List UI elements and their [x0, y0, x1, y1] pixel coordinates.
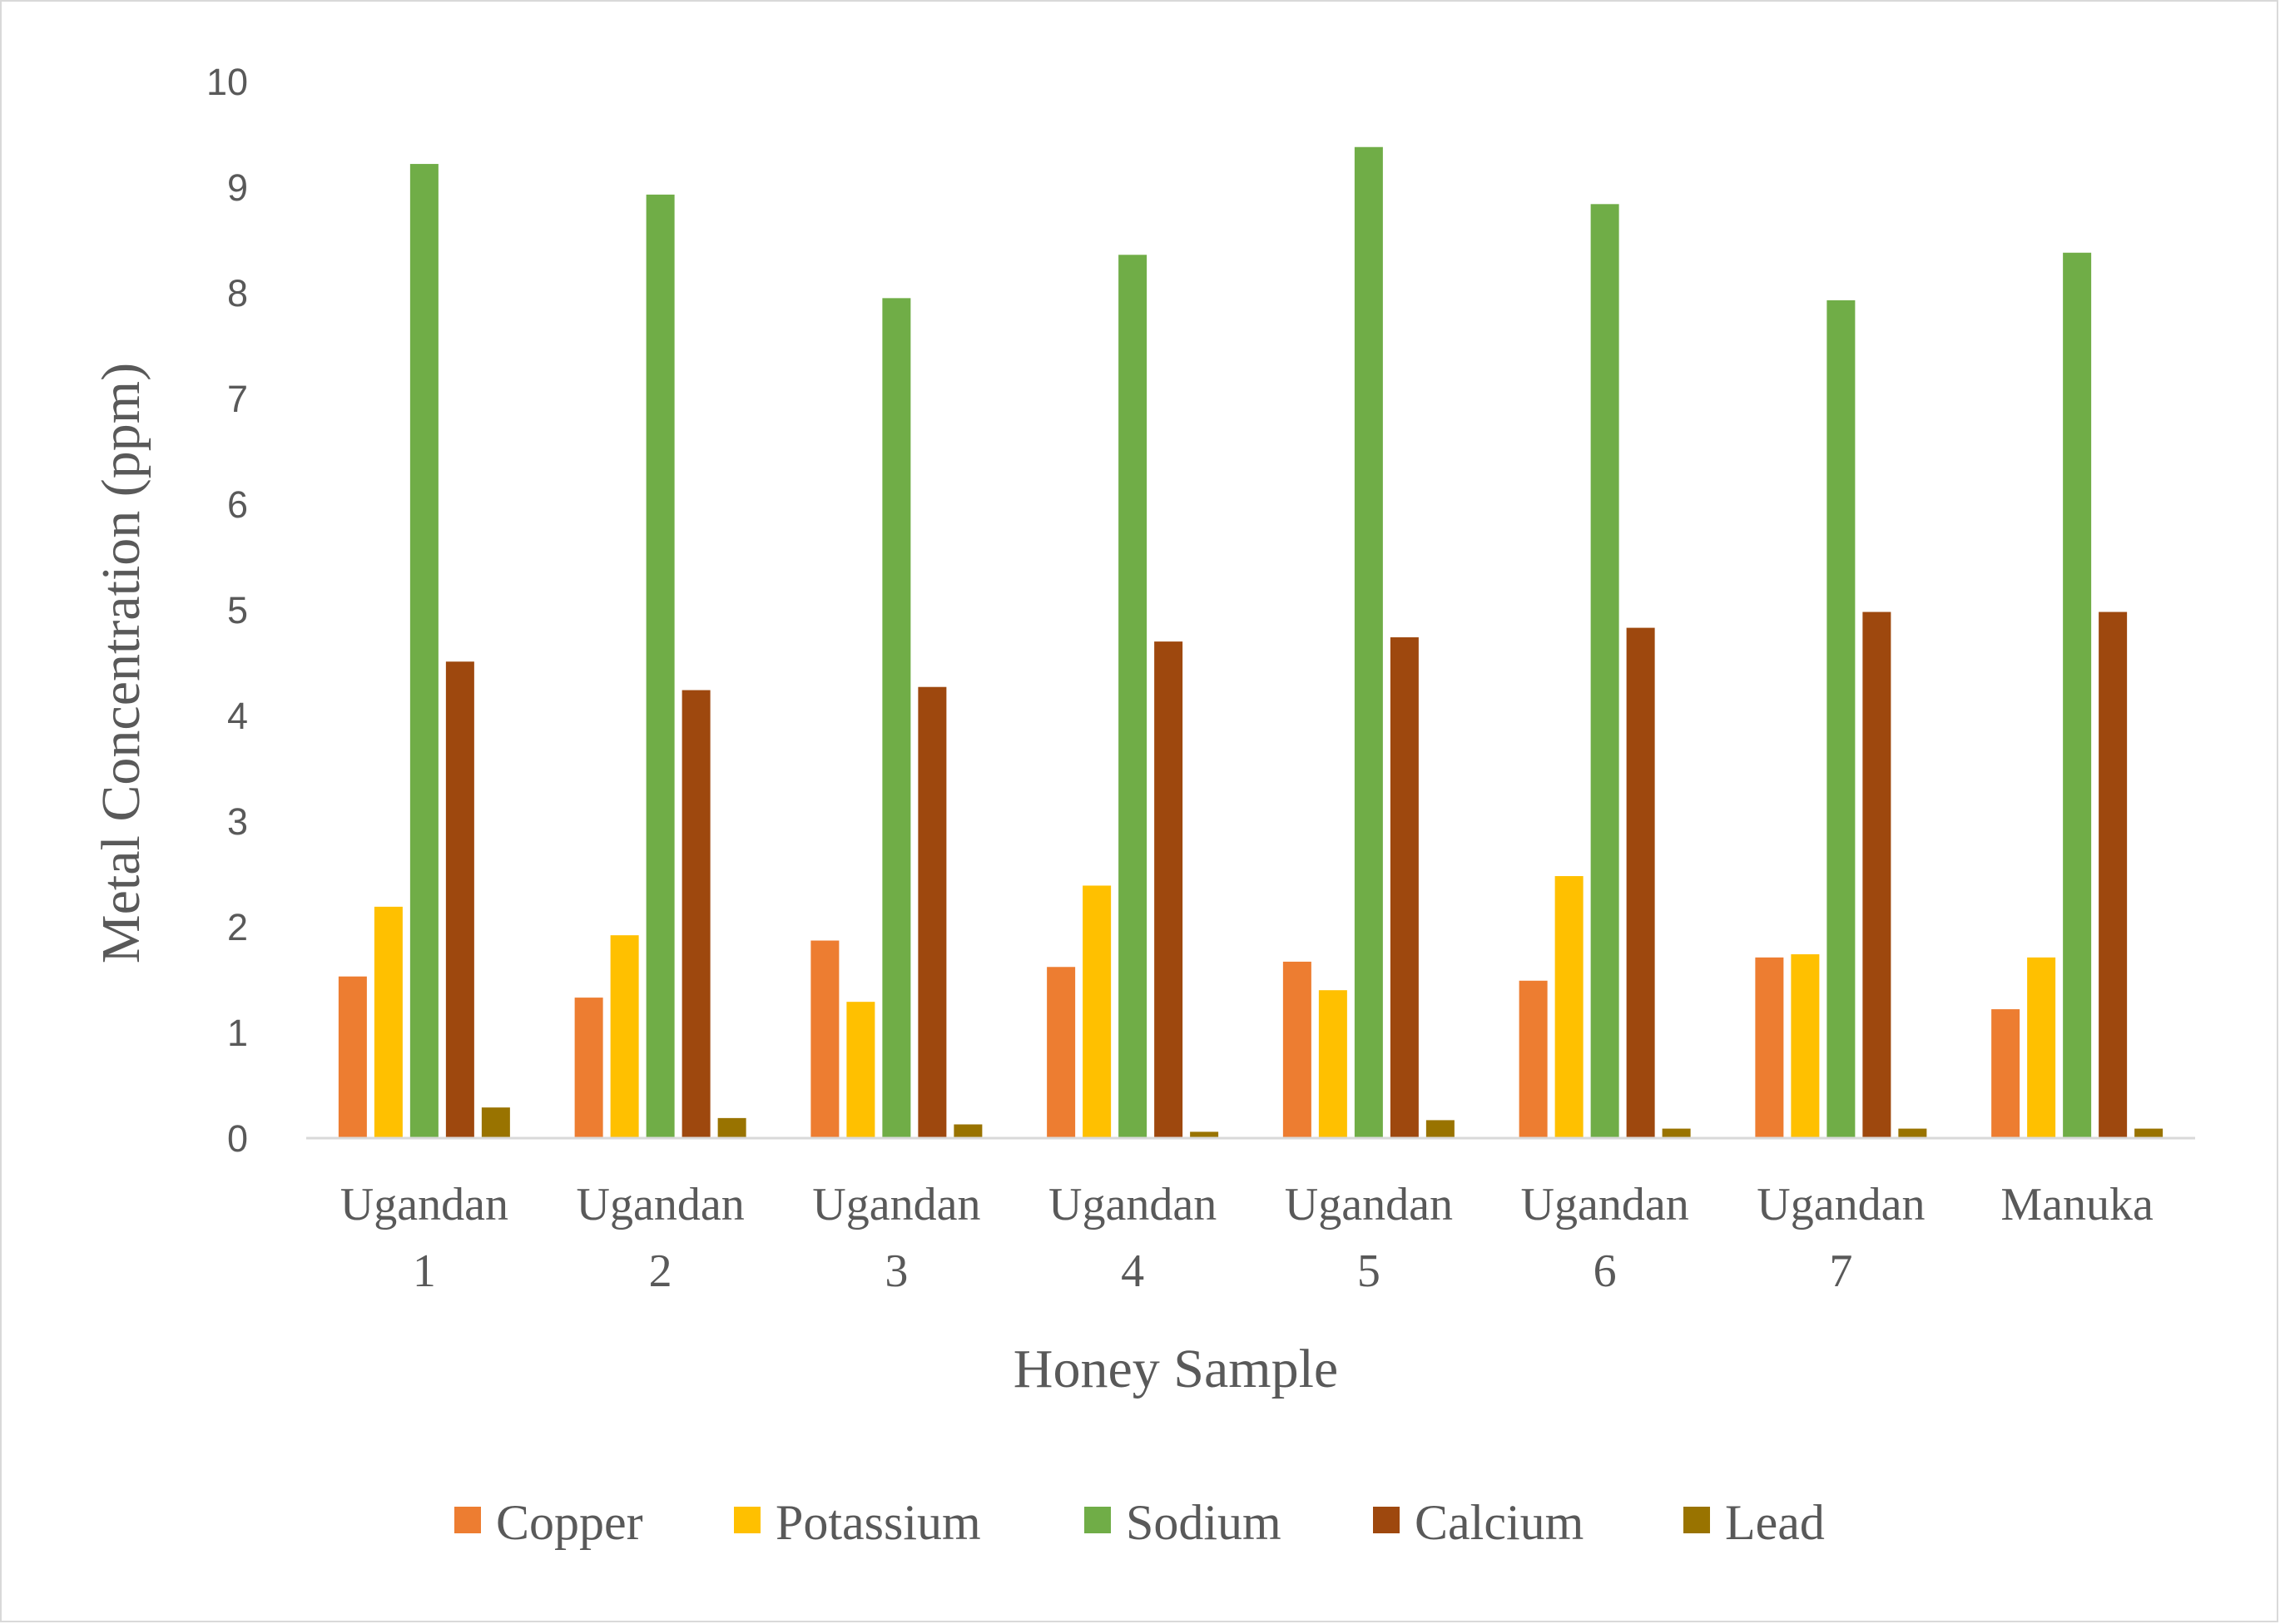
bar-potassium	[1318, 990, 1347, 1138]
bar-calcium	[1390, 637, 1419, 1138]
bar-lead	[1898, 1128, 1927, 1138]
legend-label-lead: Lead	[1725, 1495, 1825, 1550]
bar-sodium	[882, 298, 911, 1139]
legend-label-copper: Copper	[496, 1495, 643, 1550]
bar-potassium	[1083, 885, 1112, 1138]
bar-copper	[1519, 980, 1548, 1138]
y-tick-label: 9	[227, 166, 248, 209]
x-category-label: 4	[1121, 1245, 1144, 1297]
x-category-label: 2	[649, 1245, 672, 1297]
bar-copper	[1282, 961, 1311, 1138]
x-category-label: Ugandan	[1048, 1179, 1217, 1230]
bar-lead	[717, 1117, 746, 1138]
x-category-label: 6	[1594, 1245, 1617, 1297]
y-tick-label: 8	[227, 272, 248, 314]
bar-sodium	[1118, 255, 1147, 1138]
legend-label-calcium: Calcium	[1415, 1495, 1584, 1550]
x-category-label: 5	[1357, 1245, 1380, 1297]
x-category-label: Ugandan	[812, 1179, 980, 1230]
bar-lead	[1190, 1131, 1219, 1138]
y-axis-ticks: 0 1 2 3 4 5 6 7 8 9 10	[206, 61, 248, 1160]
y-tick-label: 10	[206, 61, 248, 103]
bar-calcium	[2099, 611, 2128, 1138]
bar-lead	[481, 1107, 510, 1138]
bar-calcium	[682, 690, 711, 1138]
bar-copper	[810, 940, 840, 1138]
x-category-label: Ugandan	[1757, 1179, 1925, 1230]
x-category-label: Manuka	[2000, 1179, 2154, 1230]
bar-copper	[1755, 957, 1784, 1138]
bar-copper	[338, 976, 367, 1138]
y-tick-label: 3	[227, 800, 248, 843]
x-category-label: Ugandan	[1285, 1179, 1453, 1230]
legend-swatch-potassium	[734, 1507, 761, 1533]
bar-copper	[1047, 967, 1076, 1138]
x-axis-title: Honey Sample	[1014, 1339, 1338, 1399]
bar-sodium	[409, 164, 439, 1138]
y-tick-label: 5	[227, 589, 248, 631]
bar-sodium	[1590, 204, 1619, 1138]
bar-calcium	[918, 686, 947, 1138]
bar-sodium	[1354, 146, 1383, 1139]
x-category-label: Ugandan	[340, 1179, 508, 1230]
x-category-label: 7	[1829, 1245, 1852, 1297]
bar-sodium	[2063, 252, 2092, 1138]
bar-potassium	[374, 906, 403, 1138]
bar-lead	[1425, 1120, 1455, 1138]
bar-calcium	[1862, 611, 1891, 1138]
bar-potassium	[2027, 957, 2056, 1138]
y-tick-label: 0	[227, 1117, 248, 1160]
y-tick-label: 2	[227, 906, 248, 948]
bar-lead	[954, 1124, 983, 1138]
bar-potassium	[610, 935, 639, 1138]
bar-copper	[1991, 1009, 2020, 1138]
legend-swatch-lead	[1683, 1507, 1710, 1533]
bar-sodium	[1826, 300, 1856, 1138]
x-category-label: Ugandan	[1521, 1179, 1689, 1230]
legend-label-sodium: Sodium	[1126, 1495, 1281, 1550]
x-axis-category-labels: Ugandan 1 Ugandan 2 Ugandan 3 Ugandan 4 Ugandan 5…	[340, 1179, 2154, 1297]
bar-calcium	[1154, 641, 1183, 1138]
bar-calcium	[1626, 627, 1655, 1138]
y-tick-label: 1	[227, 1012, 248, 1054]
y-tick-label: 6	[227, 483, 248, 526]
x-category-label: 3	[885, 1245, 908, 1297]
legend-swatch-calcium	[1373, 1507, 1400, 1533]
bar-potassium	[846, 1002, 875, 1138]
bar-sodium	[646, 194, 675, 1138]
legend-swatch-copper	[454, 1507, 481, 1533]
bar-copper	[574, 998, 603, 1138]
bar-calcium	[445, 661, 474, 1138]
bars	[338, 146, 2164, 1139]
bar-lead	[2134, 1128, 2164, 1138]
legend-swatch-sodium	[1084, 1507, 1111, 1533]
x-category-label: 1	[413, 1245, 436, 1297]
y-tick-label: 7	[227, 378, 248, 420]
legend: Copper Potassium Sodium Calcium Lead	[454, 1495, 1825, 1550]
legend-label-potassium: Potassium	[776, 1495, 981, 1550]
bar-potassium	[1791, 954, 1820, 1138]
y-tick-label: 4	[227, 695, 248, 737]
bar-lead	[1662, 1128, 1691, 1138]
bar-potassium	[1554, 876, 1584, 1138]
y-axis-title: Metal Concentration (ppm)	[91, 363, 151, 963]
x-category-label: Ugandan	[577, 1179, 745, 1230]
